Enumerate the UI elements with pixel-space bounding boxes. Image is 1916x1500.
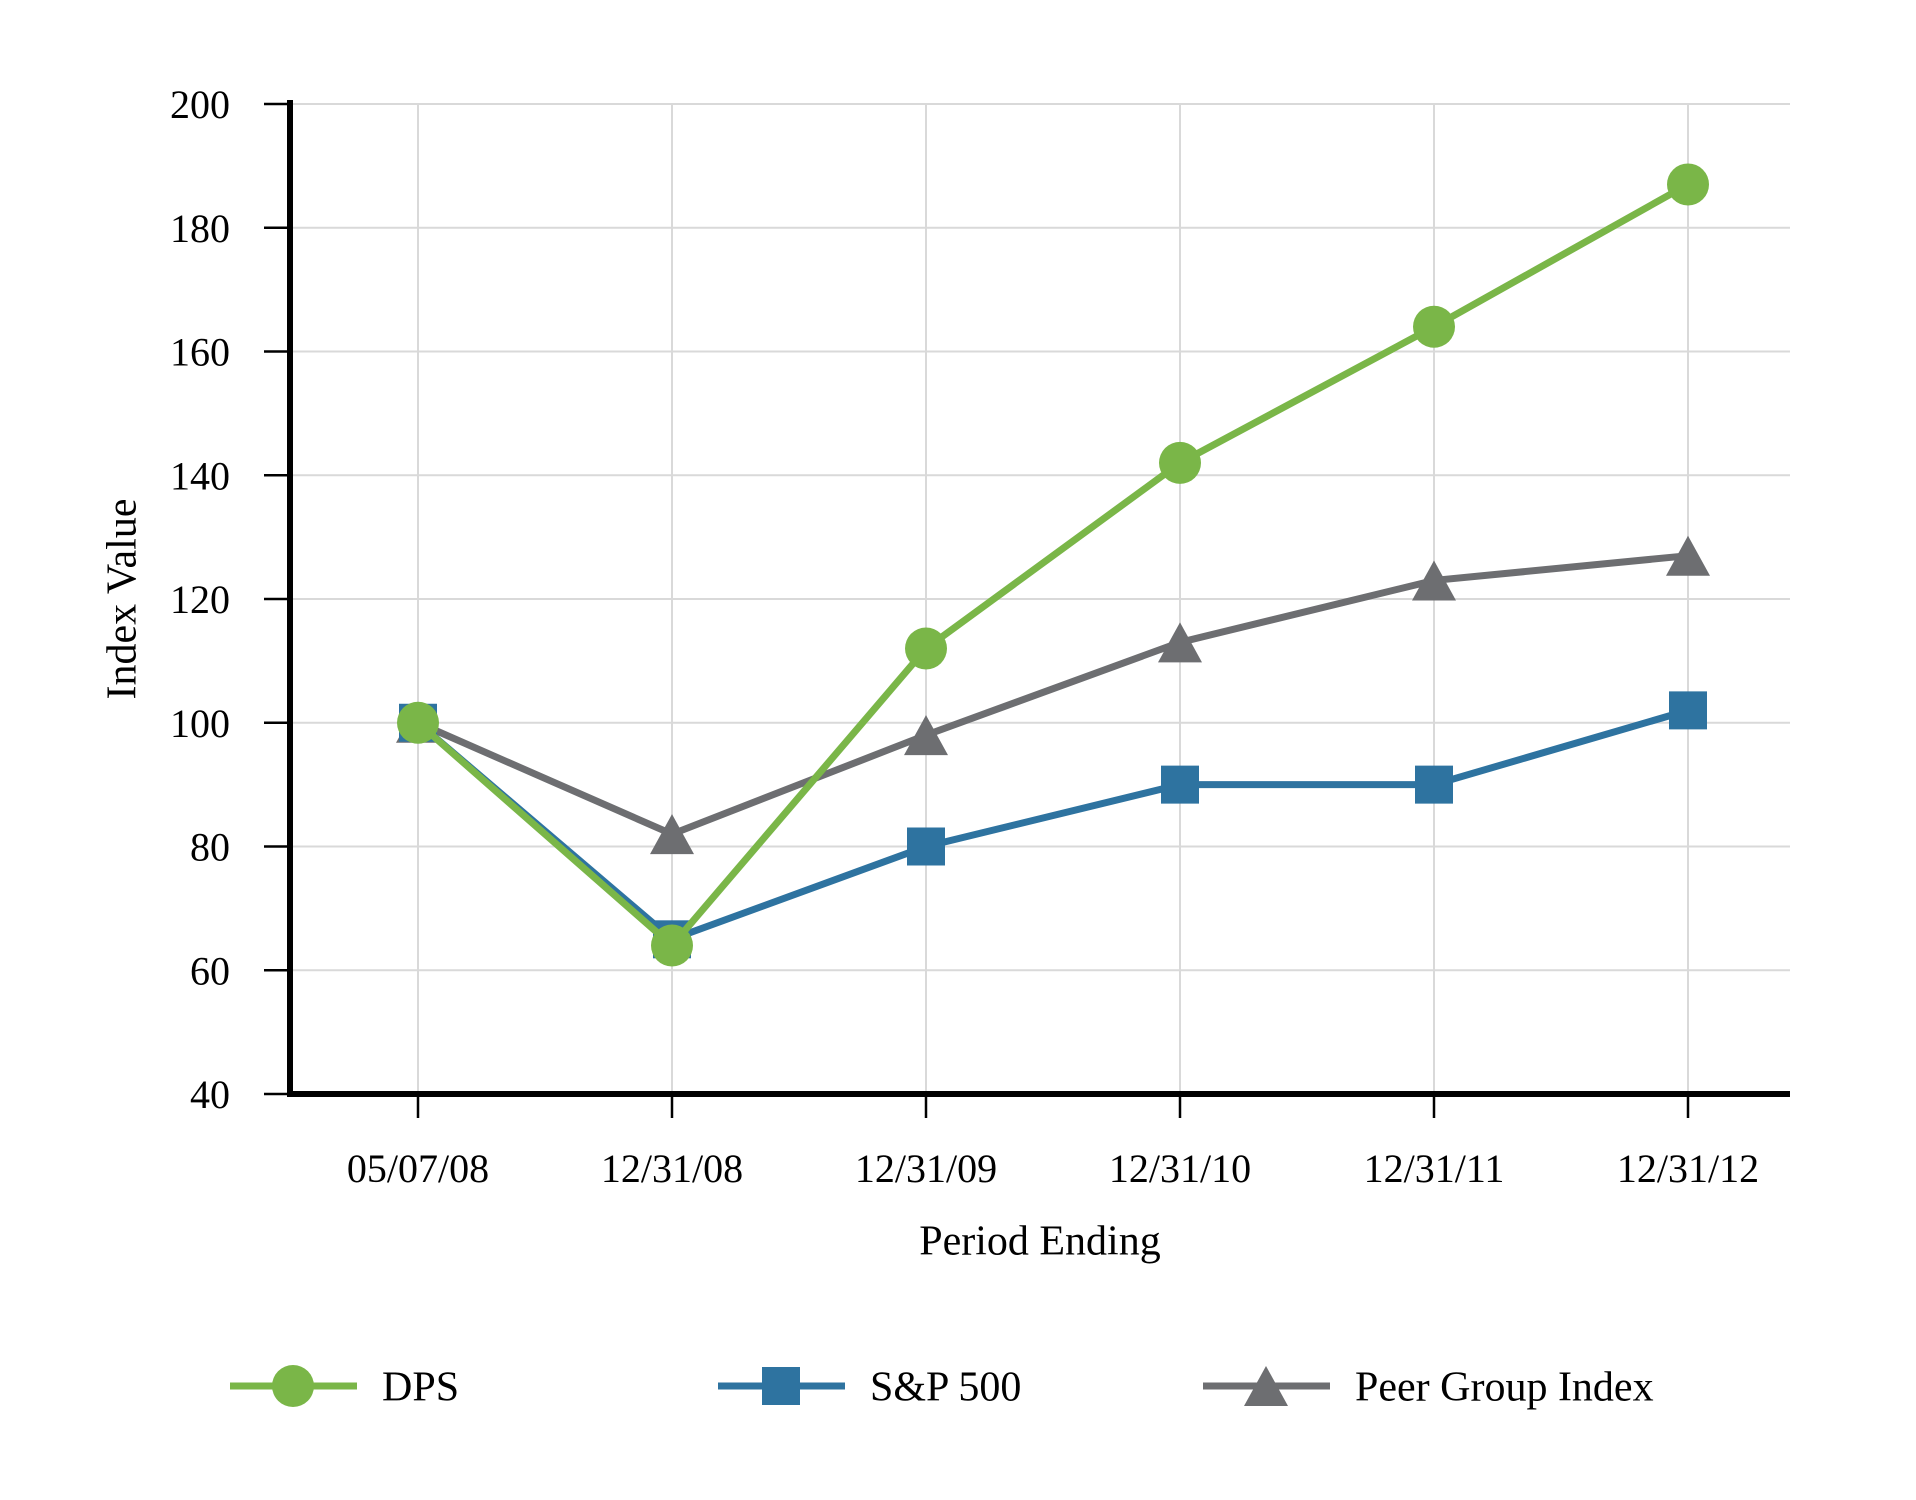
x-tick-label: 12/31/12 — [1617, 1146, 1759, 1191]
marker-s-p-500-3 — [1161, 765, 1199, 804]
x-tick-label: 05/07/08 — [347, 1146, 489, 1191]
y-axis-title: Index Value — [100, 499, 146, 700]
y-tick-label: 180 — [170, 206, 230, 251]
legend-label-peer-group-index: Peer Group Index — [1355, 1365, 1654, 1411]
x-tick-label: 12/31/10 — [1109, 1146, 1251, 1191]
legend-marker-s-p-500 — [762, 1367, 800, 1405]
marker-peer-group-index-2 — [904, 715, 948, 756]
marker-dps-1 — [651, 924, 693, 967]
y-tick-label: 100 — [170, 701, 230, 746]
y-tick-label: 40 — [190, 1072, 230, 1117]
y-tick-label: 80 — [190, 825, 230, 870]
y-tick-label: 200 — [170, 82, 230, 127]
marker-dps-3 — [1159, 441, 1201, 484]
y-tick-label: 60 — [190, 948, 230, 993]
marker-peer-group-index-3 — [1158, 622, 1202, 663]
axis-layer: 40 60 80 100 120 140 160 180 200 05/07/08 12/31/08… — [170, 82, 1790, 1191]
marker-dps-5 — [1667, 163, 1709, 206]
marker-s-p-500-5 — [1669, 691, 1707, 730]
legend: DPS S&P 500 Peer Group Index — [230, 1365, 1654, 1411]
label-layer: Index Value Period Ending — [100, 499, 1161, 1265]
y-tick-label: 140 — [170, 453, 230, 498]
series-line-peer-group-index — [416, 552, 1689, 838]
legend-item-peer-group-index: Peer Group Index — [1203, 1365, 1654, 1411]
series-line-s-p-500 — [415, 707, 1689, 944]
marker-peer-group-index-4 — [1412, 560, 1456, 601]
series-layer — [396, 163, 1710, 967]
marker-dps-0 — [397, 701, 439, 744]
legend-item-dps: DPS — [230, 1365, 459, 1411]
marker-peer-group-index-5 — [1666, 535, 1710, 576]
y-tick-label: 160 — [170, 330, 230, 375]
legend-label-dps: DPS — [382, 1365, 459, 1411]
legend-marker-peer-group-index — [1244, 1366, 1288, 1406]
marker-peer-group-index-1 — [650, 814, 694, 855]
marker-s-p-500-2 — [907, 827, 945, 866]
marker-dps-2 — [905, 627, 947, 670]
series-line-dps — [415, 181, 1690, 951]
legend-item-s-p-500: S&P 500 — [718, 1365, 1021, 1411]
legend-label-s-p-500: S&P 500 — [870, 1365, 1021, 1411]
x-axis-title: Period Ending — [919, 1219, 1160, 1265]
x-tick-label: 12/31/08 — [601, 1146, 743, 1191]
x-tick-label: 12/31/09 — [855, 1146, 997, 1191]
x-tick-label: 12/31/11 — [1364, 1146, 1505, 1191]
marker-s-p-500-4 — [1415, 765, 1453, 804]
series-peer-group-index — [396, 535, 1710, 855]
y-tick-label: 120 — [170, 577, 230, 622]
marker-dps-4 — [1413, 305, 1455, 348]
legend-marker-dps — [272, 1365, 314, 1407]
series-s-p-500 — [399, 691, 1707, 959]
series-dps — [397, 163, 1709, 967]
